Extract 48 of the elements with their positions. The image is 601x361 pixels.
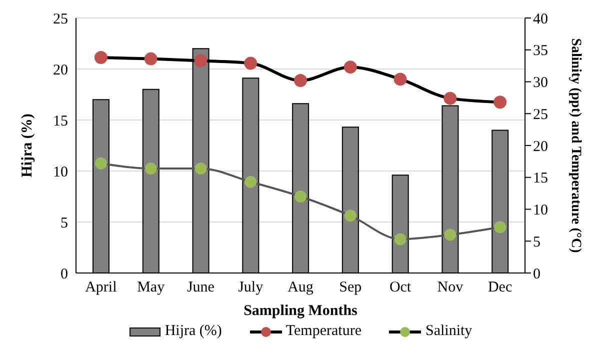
x-tick-label: Dec: [488, 280, 512, 296]
point: [194, 162, 207, 174]
y2-tick-label: 0: [533, 266, 540, 282]
point: [444, 228, 456, 241]
point: [394, 233, 406, 246]
y2-tick-label: 10: [533, 202, 548, 219]
point: [294, 74, 307, 87]
x-tick-label: July: [238, 280, 264, 296]
point: [494, 221, 506, 234]
point: [444, 92, 457, 105]
y2-tick-label: 15: [533, 170, 548, 187]
point: [94, 51, 108, 64]
y2-tick-label: 35: [533, 43, 548, 60]
point: [344, 60, 357, 74]
y-tick-label: 10: [53, 164, 68, 180]
legend-label: Temperature: [284, 323, 362, 340]
y-tick-label: 20: [53, 62, 68, 78]
point: [194, 54, 208, 68]
point: [494, 96, 507, 109]
point: [294, 190, 306, 202]
y-tick-label: 0: [60, 266, 68, 282]
point: [144, 52, 158, 66]
x-tick-label: Sep: [339, 280, 362, 296]
x-tick-label: Oct: [389, 280, 412, 296]
legend-label: Hijra (%): [164, 323, 222, 340]
x-tick-label: Nov: [437, 280, 464, 296]
y2-tick-label: 40: [533, 11, 548, 28]
point: [394, 72, 407, 86]
point: [344, 210, 356, 222]
x-tick-label: June: [186, 280, 215, 296]
legend-label: Salinity: [424, 323, 472, 340]
y2-tick-label: 25: [533, 106, 548, 123]
y-tick-label: 25: [53, 11, 68, 28]
y2-tick-label: 5: [533, 234, 540, 250]
y-tick-label: 15: [53, 113, 68, 130]
point: [144, 162, 157, 174]
y-axis-title: Hijra (%): [19, 114, 36, 178]
point: [94, 157, 107, 170]
x-tick-label: May: [137, 280, 166, 296]
x-axis-title: Sampling Months: [244, 303, 358, 319]
point: [244, 56, 258, 70]
y2-tick-label: 20: [533, 138, 548, 155]
y-tick-label: 5: [60, 215, 68, 232]
point: [244, 176, 257, 188]
y2-axis-title: Salinity (ppt) and Temperature (°C): [568, 38, 584, 254]
y2-tick-label: 30: [533, 75, 548, 92]
x-tick-label: Aug: [288, 280, 314, 296]
x-tick-label: April: [85, 280, 117, 296]
